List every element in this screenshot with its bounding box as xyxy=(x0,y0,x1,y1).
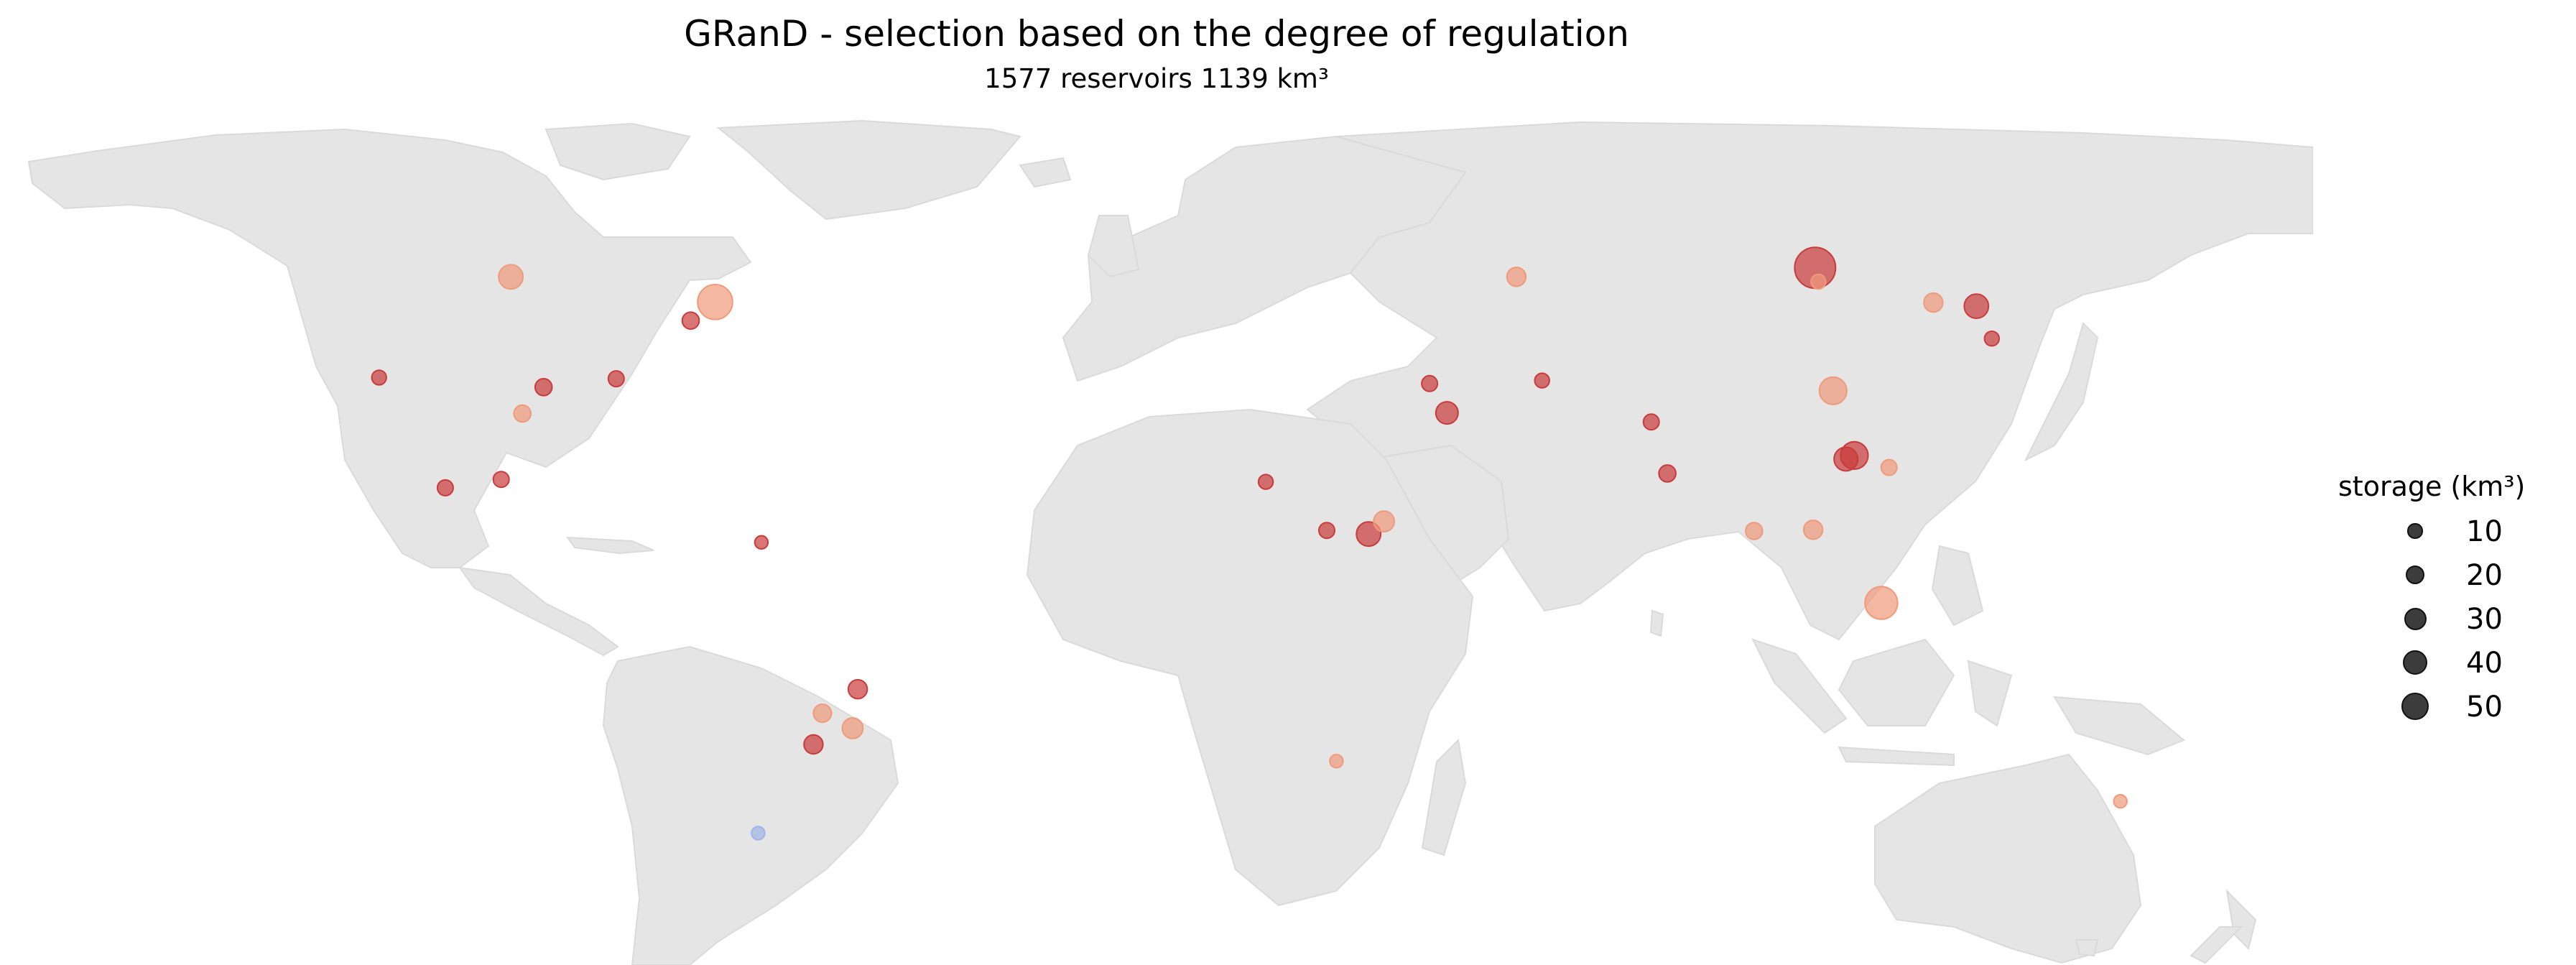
land-new-guinea xyxy=(2053,696,2185,756)
reservoir-marker xyxy=(1421,374,1439,392)
reservoir-marker xyxy=(1356,521,1382,548)
legend-label: 40 xyxy=(2466,647,2503,680)
reservoir-marker xyxy=(812,703,833,724)
land-central-america xyxy=(458,566,619,657)
legend-title: storage (km³) xyxy=(2338,471,2526,502)
reservoir-marker xyxy=(498,264,524,290)
reservoir-marker xyxy=(436,479,454,497)
world-map xyxy=(27,119,2313,965)
reservoir-marker xyxy=(1923,292,1944,313)
reservoir-marker xyxy=(1435,401,1459,425)
reservoir-marker xyxy=(1257,474,1274,490)
land-java xyxy=(1838,746,1955,767)
land-masses xyxy=(27,119,2313,965)
land-japan xyxy=(2024,322,2099,462)
legend: storage (km³) 10 20 30 40 50 xyxy=(2338,471,2568,729)
reservoir-marker xyxy=(1506,267,1527,287)
land-sri-lanka xyxy=(1649,609,1664,637)
land-iceland xyxy=(1019,157,1072,188)
reservoir-marker xyxy=(513,404,532,423)
reservoir-marker xyxy=(1658,464,1677,483)
legend-label: 20 xyxy=(2466,559,2503,592)
reservoir-marker xyxy=(1818,376,1848,405)
reservoir-marker xyxy=(1963,293,1990,320)
legend-entry: 30 xyxy=(2338,597,2568,641)
reservoir-marker xyxy=(803,734,824,755)
land-caribbean xyxy=(565,536,654,555)
land-north-america xyxy=(27,128,752,568)
reservoir-marker xyxy=(607,370,625,388)
reservoir-marker xyxy=(492,471,510,489)
reservoir-marker xyxy=(534,378,553,397)
legend-label: 50 xyxy=(2466,691,2503,724)
legend-label: 10 xyxy=(2466,515,2503,548)
reservoir-marker xyxy=(751,826,766,841)
reservoir-marker xyxy=(1329,754,1344,769)
land-new-zealand xyxy=(2225,889,2257,950)
legend-entry: 20 xyxy=(2338,553,2568,597)
reservoir-marker xyxy=(1534,372,1550,389)
land-philippines xyxy=(1931,545,1984,627)
land-sumatra xyxy=(1751,638,1848,734)
reservoir-marker xyxy=(697,283,733,320)
land-australia xyxy=(1874,753,2142,964)
reservoir-marker xyxy=(1373,510,1395,532)
chart-title: GRanD - selection based on the degree of… xyxy=(684,13,1629,55)
land-borneo xyxy=(1838,638,1955,726)
reservoir-marker xyxy=(1802,520,1824,540)
reservoir-marker xyxy=(841,717,864,739)
land-new-zealand-south xyxy=(2190,926,2243,964)
reservoir-marker xyxy=(1864,586,1899,620)
reservoir-marker xyxy=(754,535,769,550)
land-tasmania xyxy=(2075,939,2099,957)
land-asia xyxy=(1306,121,2313,641)
reservoir-marker xyxy=(2113,794,2128,809)
reservoir-marker xyxy=(1833,446,1859,472)
reservoir-marker xyxy=(371,369,387,386)
reservoir-marker xyxy=(1810,273,1827,290)
legend-label: 30 xyxy=(2466,603,2503,636)
reservoir-marker xyxy=(1880,458,1898,476)
legend-entry: 40 xyxy=(2338,641,2568,685)
land-south-america xyxy=(602,645,899,965)
reservoir-marker xyxy=(1983,331,2001,347)
land-greenland xyxy=(716,119,1021,221)
reservoir-points xyxy=(371,246,2128,841)
reservoir-marker xyxy=(681,311,700,331)
reservoir-marker xyxy=(1642,413,1660,431)
reservoir-marker xyxy=(1745,522,1764,540)
legend-entry: 10 xyxy=(2338,509,2568,553)
land-arctic-islands xyxy=(545,122,691,181)
chart-subtitle: 1577 reservoirs 1139 km³ xyxy=(984,63,1329,94)
land-madagascar xyxy=(1421,738,1467,857)
land-british-isles xyxy=(1087,215,1140,278)
legend-entry: 50 xyxy=(2338,685,2568,729)
land-sulawesi xyxy=(1967,660,2013,727)
reservoir-marker xyxy=(1318,522,1335,540)
reservoir-marker xyxy=(847,679,868,700)
